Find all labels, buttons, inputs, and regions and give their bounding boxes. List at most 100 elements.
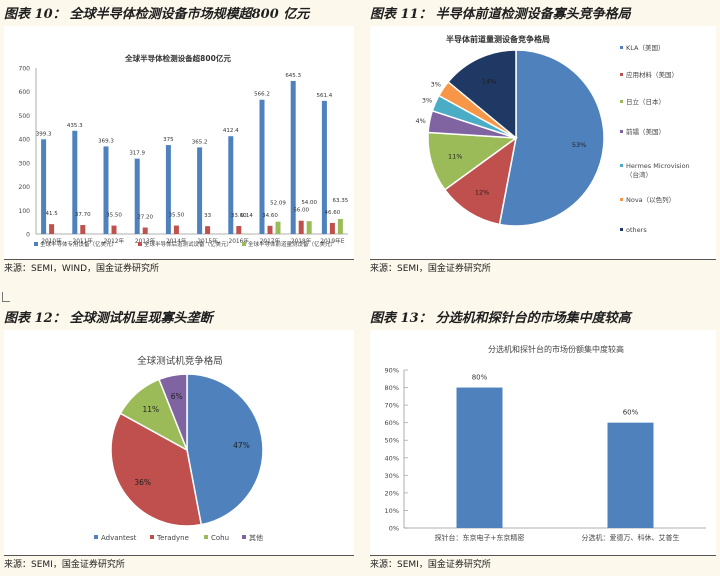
legend-swatch [138,242,142,246]
slice-label: 3% [431,81,441,89]
figure-10-source: 来源：SEMI，WIND，国金证券研究所 [4,259,354,278]
data-label: 56.00 [293,208,309,214]
bar [607,422,654,528]
x-tick-label: 2017年 [260,237,281,245]
y-tick-label: 500 [19,113,31,120]
bar [134,158,140,234]
slice-label: 3% [422,97,432,105]
data-label: 561.4 [317,93,333,99]
data-label: 37.70 [75,212,91,218]
data-label: 46.60 [325,210,341,216]
bar [259,99,265,235]
figure-12-source: 来源：SEMI，国金证券研究所 [4,555,354,574]
bar [236,226,242,234]
figure-11-title-text: 半导体前道检测设备寡头竞争格局 [435,7,631,22]
figure-11-panel: 图表 11： 半导体前道检测设备寡头竞争格局 半导体前道量测设备竞争格局 53% 12… [370,4,716,278]
figure-10-title: 图表 10： 全球半导体检测设备市场规模超800 亿元 [4,4,354,27]
slice-label: 6% [171,392,183,401]
data-label: 63.35 [333,198,349,204]
data-label: 60% [623,409,639,417]
bar [456,387,503,528]
bar [228,136,234,234]
legend-label: 全球半导体后道测试设备（亿美元） [144,240,232,248]
bar [275,221,281,234]
pie-slice [110,412,203,527]
legend-label: 应用材料（美国） [626,70,678,79]
handler-prober-bar-chart: 分选机和探针台的市场份额集中度较高 0% 10% 20% 30% 40% 50% 60% 70%… [385,344,706,542]
pie-slice [443,136,518,226]
legend-label: （台湾） [626,170,652,179]
legend-swatch [242,535,246,539]
slice-label: 11% [142,405,159,414]
bar [290,80,296,234]
y-tick-label: 200 [19,184,31,191]
bar [173,225,179,234]
slice-label: 47% [233,441,250,450]
data-label: 35.50 [169,213,185,219]
data-label: 52.09 [270,201,286,207]
figure-13-label: 图表 13： [370,311,432,326]
x-tick-label: 2010年 [41,237,62,245]
y-tick-label: 300 [19,160,31,167]
slice-label: 36% [134,478,151,487]
pie-slice [447,49,517,140]
figure-10-chart: 全球半导体检测设备超800亿元 0 100 200 300 400 500 600 700 201… [4,26,354,260]
x-tick-label: 2016年 [229,237,250,245]
bar [142,227,148,234]
data-label: 566.2 [254,92,270,98]
x-tick-label: 2013年 [135,237,156,245]
legend-label: 全球半导体前道量测设备（亿美元） [248,240,336,248]
data-label: 33 [204,213,211,219]
y-tick-label: 70% [385,402,399,410]
data-label: 80% [472,374,488,382]
data-label: 41.5 [45,211,58,217]
figure-12-title-text: 全球测试机呈现寡头垄断 [69,311,213,326]
legend-swatch [620,100,623,103]
front-end-inspection-pie-chart: 半导体前道量测设备竞争格局 53% 12% 11% 4% 3% 3% 14% KLA（美国） 应用… [416,34,690,234]
figure-12-title: 图表 12： 全球测试机呈现寡头垄断 [4,308,354,331]
data-label: 365.2 [192,139,208,145]
bar [41,139,47,234]
pie-slice [186,373,264,526]
slice-label: 12% [475,189,489,197]
legend-label: Teradyne [156,534,189,542]
figure-11-source: 来源：SEMI，国金证券研究所 [370,259,716,278]
x-tick-label: 分选机：爱德万、科休、艾普生 [582,533,680,542]
figure-11-chart: 半导体前道量测设备竞争格局 53% 12% 11% 4% 3% 3% 14% KLA（美国） 应用… [370,26,716,260]
bar [80,225,86,234]
y-tick-label: 80% [385,384,399,392]
data-label: 645.3 [285,73,301,79]
legend-swatch [620,46,623,49]
figure-10-title-text: 全球半导体检测设备市场规模超800 亿元 [69,7,310,22]
data-label: 399.3 [36,131,52,137]
pie-slice [498,49,605,227]
bar [197,147,203,234]
legend-swatch [150,535,154,539]
data-label: 54.00 [301,200,317,206]
legend-label: Nova（以色列） [626,195,675,204]
y-tick-label: 600 [19,89,31,96]
data-label: 317.9 [129,151,145,157]
bar [111,225,117,234]
y-tick-label: 90% [385,367,399,375]
legend-swatch [620,73,623,76]
data-label: 34.60 [262,213,278,219]
x-tick-label: 2012年 [104,237,125,245]
legend-label: Hermes Microvision [626,162,690,170]
chart-title: 分选机和探针台的市场份额集中度较高 [488,344,624,354]
pie-slice [158,373,188,451]
figure-10-label: 图表 10： [4,7,66,22]
tester-pie-chart: 全球测试机竞争格局 47% 36% 11% 6% Advantest Teradyne Coh… [94,355,264,542]
figure-12-panel: 图表 12： 全球测试机呈现寡头垄断 全球测试机竞争格局 47% 36% 11% 6% Ad… [4,308,354,574]
bar [267,225,273,234]
equipment-market-bar-chart: 全球半导体检测设备超800亿元 0 100 200 300 400 500 600 700 201… [19,53,349,248]
legend-label: 前镭（美国） [626,127,665,136]
legend-label: others [626,226,647,234]
legend-label: Advantest [101,534,137,542]
y-tick-label: 50% [385,437,399,445]
legend-swatch [242,242,246,246]
bar [205,226,211,234]
bar [329,222,335,234]
legend-label: 其他 [249,533,263,542]
x-tick-label: 2011年 [73,237,94,245]
